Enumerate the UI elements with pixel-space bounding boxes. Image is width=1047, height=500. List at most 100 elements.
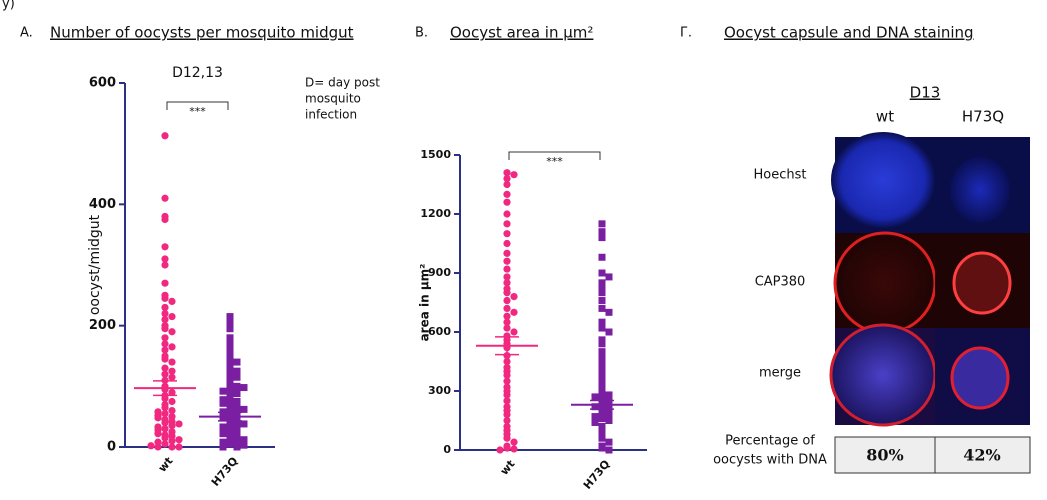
- x-tick-label: wt: [156, 455, 176, 475]
- data-point: [599, 340, 606, 347]
- y-tick-label: 900: [428, 266, 451, 279]
- data-point: [227, 371, 234, 378]
- panel-title: Oocyst capsule and DNA staining: [724, 24, 974, 42]
- data-point: [503, 444, 510, 451]
- data-point: [599, 254, 606, 261]
- x-tick-label: H73Q: [581, 458, 613, 492]
- data-point: [503, 250, 510, 257]
- data-point: [154, 423, 161, 430]
- data-point: [510, 309, 517, 316]
- data-point: [227, 319, 234, 326]
- annotation: D12,13: [172, 65, 223, 81]
- data-point: [227, 440, 234, 447]
- panel-label: B.: [415, 26, 428, 41]
- image: [835, 233, 935, 333]
- data-point: [168, 298, 175, 305]
- panel-title: Oocyst area in µm²: [450, 24, 593, 42]
- footer-label: oocysts with DNA: [713, 453, 827, 468]
- data-point: [606, 309, 613, 316]
- column-label: H73Q: [962, 108, 1004, 126]
- data-point: [503, 305, 510, 312]
- data-point: [227, 386, 234, 393]
- data-point: [227, 346, 234, 353]
- data-point: [234, 383, 241, 390]
- data-point: [220, 388, 227, 395]
- figure: y) Г. Oocyst capsule and DNA staining D1…: [0, 0, 1047, 500]
- data-point: [227, 425, 234, 432]
- data-point: [168, 358, 175, 365]
- data-point: [599, 435, 606, 442]
- data-point: [161, 295, 168, 302]
- data-point: [510, 439, 517, 446]
- data-point: [154, 408, 161, 415]
- data-point: [606, 417, 613, 424]
- data-point: [161, 325, 168, 332]
- panel-title: Number of oocysts per mosquito midgut: [50, 24, 354, 42]
- data-point: [241, 384, 248, 391]
- x-tick-label: wt: [498, 458, 518, 478]
- y-tick-label: 600: [89, 76, 116, 91]
- data-point: [161, 216, 168, 223]
- data-point: [503, 265, 510, 272]
- data-point: [606, 447, 613, 454]
- data-point: [510, 293, 517, 300]
- data-point: [599, 305, 606, 312]
- data-point: [599, 220, 606, 227]
- data-point: [227, 340, 234, 347]
- footer-label: Percentage of: [725, 434, 815, 449]
- data-point: [234, 368, 241, 375]
- data-point: [599, 415, 606, 422]
- x-tick-label: H73Q: [209, 455, 241, 489]
- data-point: [234, 374, 241, 381]
- image: [950, 157, 1010, 223]
- data-point: [227, 380, 234, 387]
- data-point: [168, 432, 175, 439]
- data-point: [599, 270, 606, 277]
- data-point: [220, 423, 227, 430]
- data-point: [510, 171, 517, 178]
- data-point: [175, 420, 182, 427]
- data-point: [161, 243, 168, 250]
- data-point: [147, 442, 154, 449]
- data-point: [234, 433, 241, 440]
- data-point: [503, 324, 510, 331]
- data-point: [168, 398, 175, 405]
- row-label: merge: [759, 366, 801, 381]
- panel-c: Г. Oocyst capsule and DNA staining D13 w…: [680, 24, 1030, 474]
- data-point: [606, 273, 613, 280]
- significance: ***: [189, 105, 206, 118]
- data-point: [220, 439, 227, 446]
- data-point: [503, 181, 510, 188]
- data-point: [234, 390, 241, 397]
- percent-cell: 42%: [963, 446, 1000, 465]
- image: [952, 348, 1008, 408]
- note: D= day post: [305, 76, 380, 90]
- image: [831, 132, 935, 228]
- data-point: [241, 436, 248, 443]
- data-point: [510, 328, 517, 335]
- image: [954, 253, 1010, 313]
- data-point: [503, 199, 510, 206]
- data-point: [161, 440, 168, 447]
- data-point: [234, 359, 241, 366]
- data-point: [503, 210, 510, 217]
- data-point: [234, 444, 241, 451]
- data-point: [503, 220, 510, 227]
- data-point: [227, 334, 234, 341]
- y-tick-label: 1500: [420, 148, 451, 161]
- data-point: [168, 343, 175, 350]
- percent-table: [835, 437, 1030, 473]
- data-point: [503, 435, 510, 442]
- data-point: [168, 443, 175, 450]
- y-tick-label: 600: [428, 325, 451, 338]
- data-point: [503, 297, 510, 304]
- row-label: Hoechst: [754, 168, 807, 183]
- data-point: [227, 365, 234, 372]
- data-point: [168, 374, 175, 381]
- data-point: [503, 191, 510, 198]
- data-point: [503, 289, 510, 296]
- corner-label: y): [2, 0, 15, 12]
- y-tick-label: 1200: [420, 207, 451, 220]
- data-point: [175, 436, 182, 443]
- data-point: [599, 297, 606, 304]
